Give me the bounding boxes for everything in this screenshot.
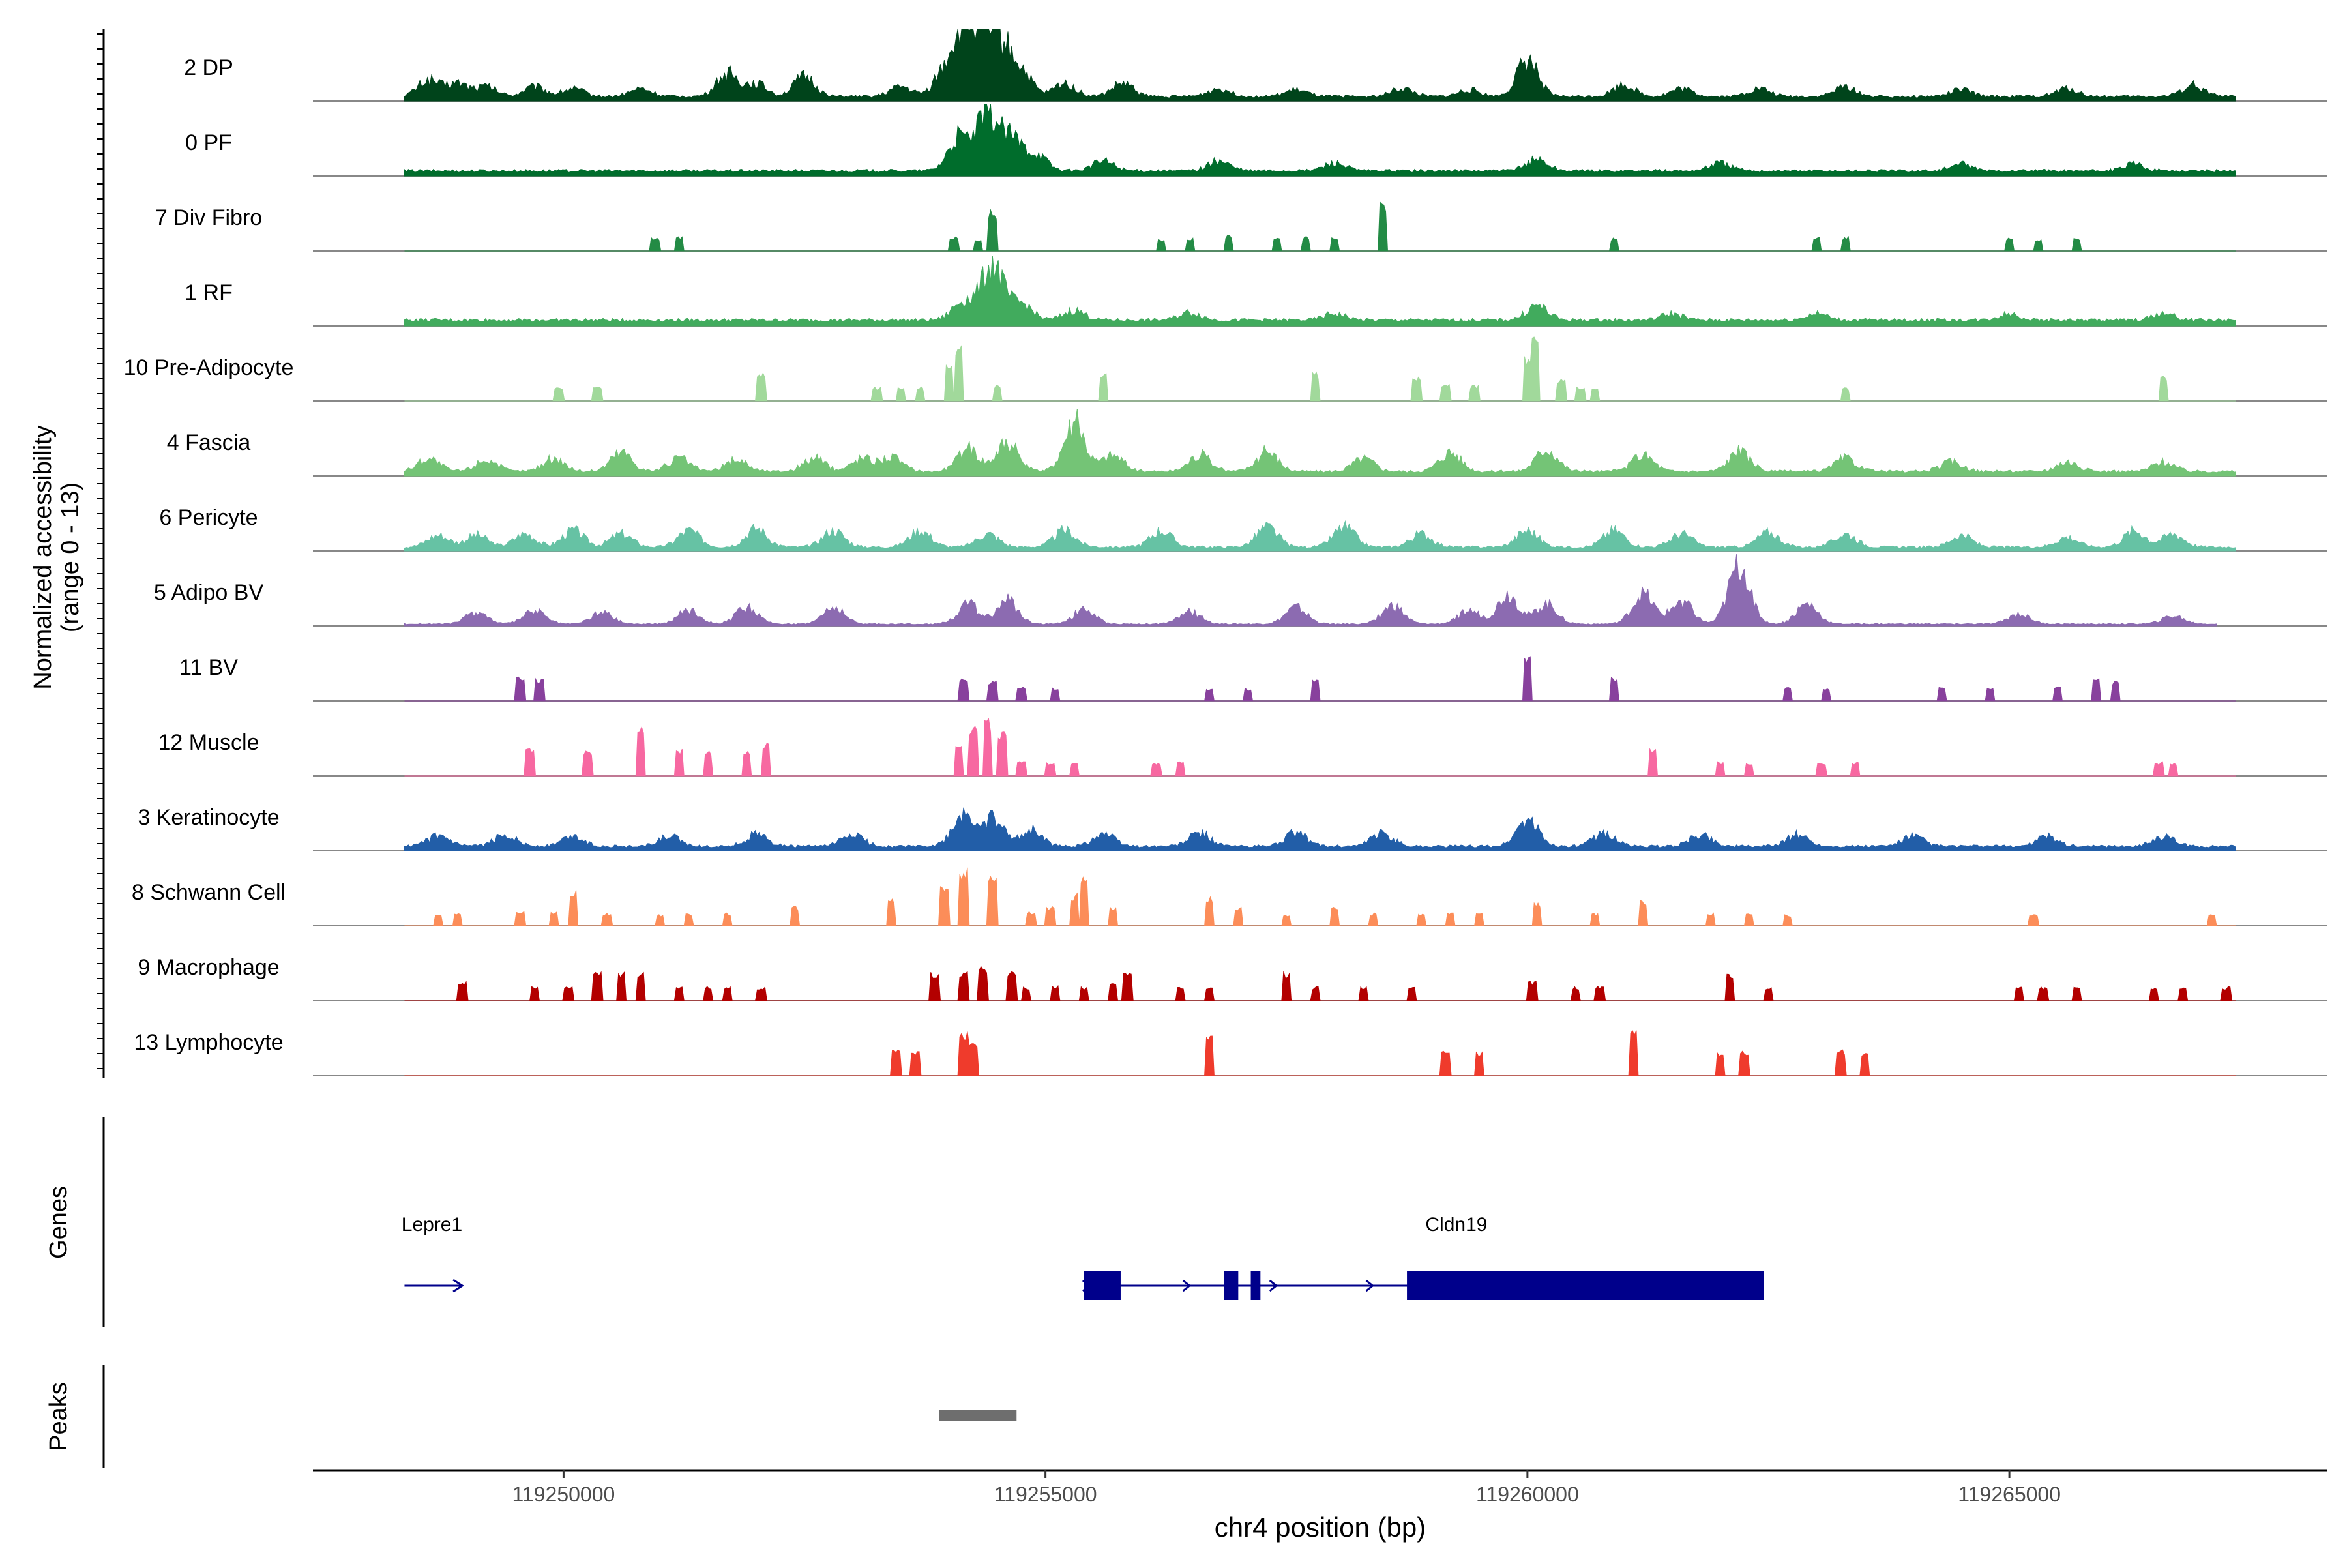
- strand-arrow: [1182, 1279, 1192, 1292]
- y-axis-subtitle: (range 0 - 13): [57, 482, 84, 632]
- y-axis-title: Normalized accessibility: [29, 425, 57, 689]
- track-0: 2 DP: [184, 29, 2327, 102]
- gene-exon: [1224, 1271, 1239, 1300]
- coverage-area: [404, 29, 2236, 102]
- coverage-area: [404, 966, 2236, 1001]
- coverage-area: [404, 336, 2236, 402]
- coverage-area: [404, 201, 2236, 252]
- track-label: 1 RF: [185, 280, 233, 305]
- coverage-area: [404, 867, 2236, 926]
- x-tick-label: 119250000: [512, 1483, 615, 1506]
- track-label: 5 Adipo BV: [154, 580, 264, 605]
- track-3: 1 RF: [185, 256, 2327, 327]
- strand-arrow: [1365, 1279, 1374, 1292]
- track-5: 4 Fascia: [167, 409, 2327, 477]
- x-tick-label: 119260000: [1476, 1483, 1579, 1506]
- gene-annotation-track: Lepre1 Cldn19: [402, 1214, 1764, 1300]
- genes-panel-label: Genes: [45, 1186, 72, 1259]
- track-8: 11 BV: [179, 655, 2327, 702]
- gene-exon: [1084, 1271, 1121, 1300]
- gene-cldn19: Cldn19: [1082, 1214, 1764, 1300]
- track-label: 0 PF: [185, 130, 232, 155]
- coverage-area: [404, 656, 2236, 702]
- track-13: 13 Lymphocyte: [134, 1030, 2327, 1076]
- track-4: 10 Pre-Adipocyte: [124, 336, 2327, 402]
- x-tick-label: 119255000: [994, 1483, 1097, 1506]
- coverage-area: [404, 1030, 2236, 1076]
- track-7: 5 Adipo BV: [154, 554, 2327, 627]
- track-label: 6 Pericyte: [159, 505, 258, 530]
- gene-label: Cldn19: [1425, 1214, 1487, 1235]
- track-label: 3 Keratinocyte: [138, 805, 279, 830]
- track-label: 8 Schwann Cell: [132, 880, 286, 905]
- coverage-area: [404, 520, 2236, 552]
- track-11: 8 Schwann Cell: [132, 867, 2327, 926]
- coverage-area: [404, 104, 2236, 177]
- gene-exon: [1250, 1271, 1261, 1300]
- track-label: 12 Muscle: [158, 730, 259, 755]
- track-label: 9 Macrophage: [138, 955, 279, 980]
- track-9: 12 Muscle: [158, 718, 2327, 777]
- coverage-tracks: 2 DP 0 PF 7 Div Fibro 1 RF 10 Pre-Adipocyte 4…: [124, 29, 2327, 1076]
- track-10: 3 Keratinocyte: [138, 805, 2327, 851]
- track-6: 6 Pericyte: [159, 505, 2327, 552]
- track-label: 13 Lymphocyte: [134, 1030, 283, 1055]
- gene-label: Lepre1: [402, 1214, 462, 1235]
- peak-region: [939, 1410, 1017, 1421]
- strand-arrow: [1269, 1279, 1278, 1292]
- track-1: 0 PF: [185, 104, 2327, 177]
- track-2: 7 Div Fibro: [155, 201, 2327, 252]
- coverage-area: [404, 409, 2236, 477]
- x-axis-title: chr4 position (bp): [1215, 1512, 1426, 1543]
- x-axis: 119250000 119255000 119260000 119265000: [512, 1470, 2061, 1506]
- track-label: 7 Div Fibro: [155, 205, 262, 230]
- gene-exon: [1407, 1271, 1764, 1300]
- peaks-track: [939, 1410, 1017, 1421]
- coverage-area: [404, 554, 2217, 627]
- x-tick-label: 119265000: [1958, 1483, 2061, 1506]
- gene-lepre1: Lepre1: [402, 1214, 464, 1293]
- track-label: 4 Fascia: [167, 430, 251, 455]
- coverage-area: [404, 807, 2236, 851]
- strand-arrow: [452, 1279, 464, 1293]
- track-label: 10 Pre-Adipocyte: [124, 355, 294, 380]
- track-label: 2 DP: [184, 55, 233, 80]
- coverage-area: [404, 256, 2236, 327]
- track-label: 11 BV: [179, 655, 238, 680]
- peaks-panel-label: Peaks: [45, 1382, 72, 1451]
- coverage-area: [404, 718, 2236, 777]
- y-axis: [97, 29, 105, 1078]
- track-12: 9 Macrophage: [138, 955, 2327, 1001]
